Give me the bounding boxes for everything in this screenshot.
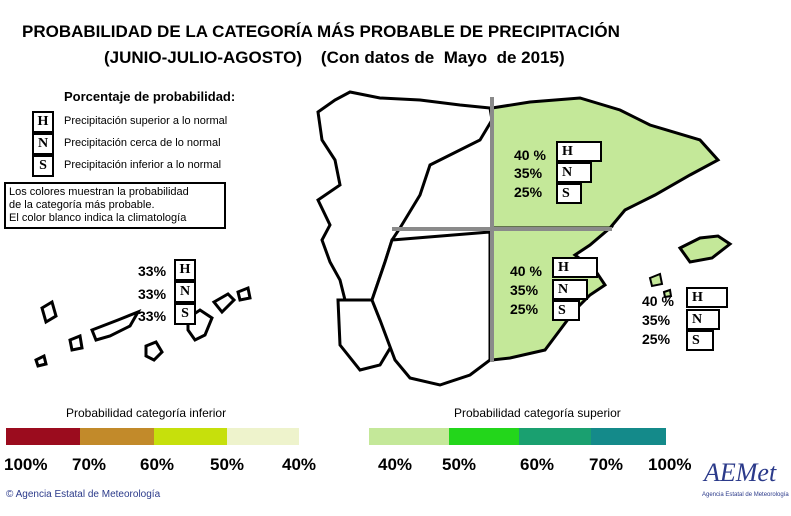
ne-h-box: H bbox=[556, 141, 602, 162]
copyright-text: © Agencia Estatal de Meteorología bbox=[6, 489, 161, 500]
tick-inferior-1: 70% bbox=[72, 455, 107, 474]
canary-islands bbox=[34, 285, 252, 368]
scale-superior-label: Probabilidad categoría superior bbox=[454, 406, 621, 420]
canarias-s-box: S bbox=[174, 303, 196, 325]
aemet-logo-text: AEMet bbox=[704, 458, 777, 487]
se-n-box: N bbox=[552, 279, 588, 300]
canarias-n-box: N bbox=[174, 281, 196, 303]
swatch-superior-60-70 bbox=[519, 428, 591, 445]
aemet-logo: AEMet bbox=[704, 458, 776, 488]
tick-superior-1: 50% bbox=[442, 455, 477, 474]
canarias-n-pct: 33% bbox=[138, 286, 167, 302]
legend-box-h: H bbox=[32, 111, 54, 133]
canarias-s-pct: 33% bbox=[138, 308, 167, 324]
scale-inferior-label: Probabilidad categoría inferior bbox=[66, 406, 227, 420]
canarias-h-box: H bbox=[174, 259, 196, 281]
legend-box-n: N bbox=[32, 133, 54, 155]
legend-text-h: Precipitación superior a lo normal bbox=[64, 115, 228, 127]
tick-inferior-4: 40% bbox=[282, 455, 317, 474]
tick-superior-0: 40% bbox=[378, 455, 413, 474]
swatch-superior-50-60 bbox=[449, 428, 519, 445]
legend-text-s: Precipitación inferior a lo normal bbox=[64, 159, 222, 171]
se-h-pct: 40 % bbox=[510, 263, 542, 279]
ne-s-box: S bbox=[556, 183, 582, 204]
bal-s-box: S bbox=[686, 330, 714, 351]
swatch-inferior-60-50 bbox=[154, 428, 227, 445]
bal-n-box: N bbox=[686, 309, 720, 330]
swatch-superior-70-100 bbox=[591, 428, 666, 445]
se-s-pct: 25% bbox=[510, 301, 539, 317]
se-n-pct: 35% bbox=[510, 282, 539, 298]
tick-inferior-2: 60% bbox=[140, 455, 175, 474]
legend-note: Los colores muestran la probabilidad de … bbox=[4, 182, 226, 229]
region-baleares bbox=[677, 234, 733, 264]
tick-superior-3: 70% bbox=[589, 455, 624, 474]
se-h-box: H bbox=[552, 257, 598, 278]
bal-h-box: H bbox=[686, 287, 728, 308]
swatch-inferior-70-60 bbox=[80, 428, 154, 445]
title-line1: PROBABILIDAD DE LA CATEGORÍA MÁS PROBABL… bbox=[22, 22, 620, 41]
aemet-logo-subtitle: Agencia Estatal de Meteorología bbox=[702, 492, 789, 498]
tick-superior-2: 60% bbox=[520, 455, 555, 474]
tick-inferior-3: 50% bbox=[210, 455, 245, 474]
legend-note-line1: Los colores muestran la probabilidad bbox=[9, 186, 189, 198]
legend-box-s: S bbox=[32, 155, 54, 177]
se-s-box: S bbox=[552, 300, 580, 321]
legend-note-line2: de la categoría más probable. bbox=[9, 199, 155, 211]
spain-southwest-outline bbox=[370, 230, 492, 387]
swatch-superior-40-50 bbox=[369, 428, 449, 445]
swatch-inferior-100-70 bbox=[6, 428, 80, 445]
bal-n-pct: 35% bbox=[642, 312, 671, 328]
legend-text-n: Precipitación cerca de lo normal bbox=[64, 137, 221, 149]
tick-superior-4: 100% bbox=[648, 455, 692, 474]
swatch-inferior-50-40 bbox=[227, 428, 299, 445]
bal-s-pct: 25% bbox=[642, 331, 671, 347]
canarias-h-pct: 33% bbox=[138, 263, 167, 279]
tick-inferior-0: 100% bbox=[4, 455, 48, 474]
title-line2: (JUNIO-JULIO-AGOSTO) (Con datos de Mayo … bbox=[104, 48, 565, 67]
ne-n-box: N bbox=[556, 162, 592, 183]
region-northeast bbox=[490, 96, 721, 230]
ne-s-pct: 25% bbox=[514, 184, 543, 200]
ne-n-pct: 35% bbox=[514, 165, 543, 181]
bal-h-pct: 40 % bbox=[642, 293, 674, 309]
legend-heading: Porcentaje de probabilidad: bbox=[64, 89, 236, 104]
ne-h-pct: 40 % bbox=[514, 147, 546, 163]
legend-note-line3: El color blanco indica la climatología bbox=[9, 212, 187, 224]
